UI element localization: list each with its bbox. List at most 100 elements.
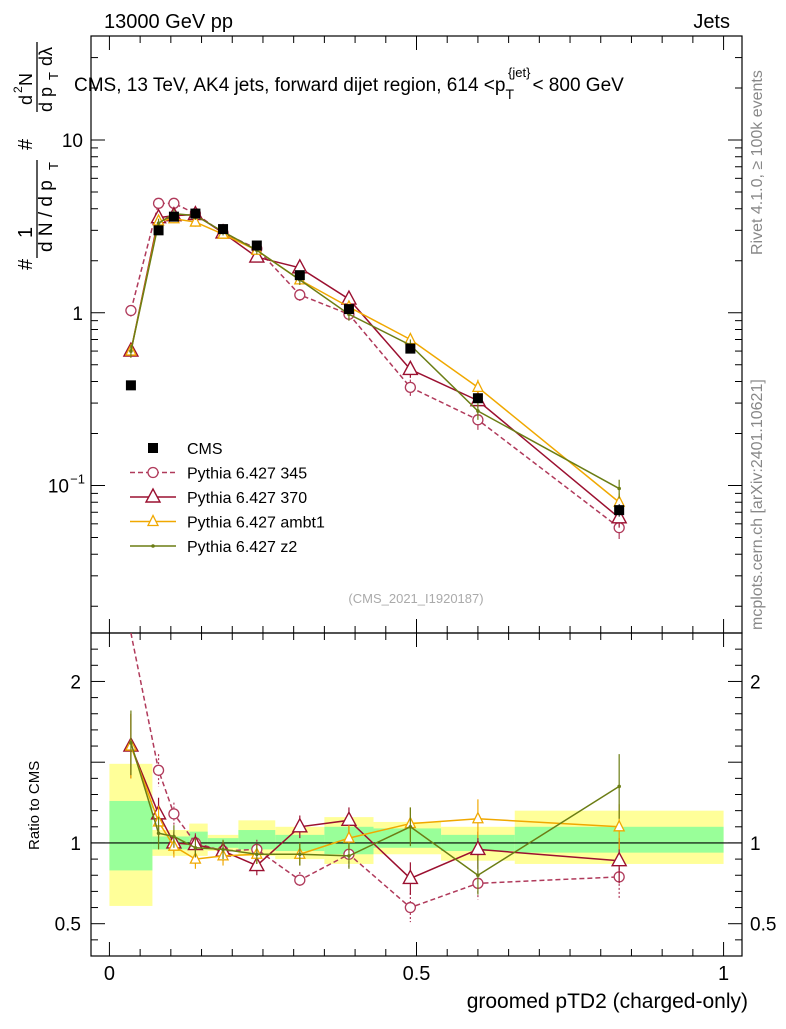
y-tick-label: 10 [48,476,69,497]
svg-text:d: d [16,95,36,105]
plot-title-superscript: {jet} [508,65,531,80]
ratio-point [402,869,419,885]
cms-data [125,208,625,517]
data-point [614,505,625,516]
legend-marker [148,443,158,453]
data-point [156,221,161,225]
ratio-point [347,854,351,858]
data-point [405,343,416,354]
ratio-y-tick-label: 2 [70,672,81,693]
ratio-point [476,873,480,878]
svg-text:1: 1 [15,227,37,238]
mcplots-label: mcplots.cern.ch [arXiv:2401.10621] [749,379,766,630]
header-collision-label: 13000 GeV pp [104,11,233,33]
header-category-label: Jets [693,11,730,33]
series-0-ratio [130,632,625,923]
plot-title-subscript: T [505,86,514,102]
x-axis-label: groomed pTD2 (charged-only) [467,990,748,1013]
data-point [476,409,480,413]
data-point [294,289,306,301]
ratio-point [342,830,355,843]
ratio-band-inner [373,828,442,848]
svg-text:d p: d p [36,87,56,112]
data-point [248,247,265,263]
ratio-y-tick-label-right: 0.5 [750,915,776,936]
legend: CMS Pythia 6.427 345 Pythia 6.427 370 Pythi… [130,441,325,556]
ratio-y-tick-label-right: 1 [750,834,761,855]
x-tick-label: 0.5 [403,963,431,985]
ratio-point [471,811,484,824]
data-point [152,197,165,209]
data-point [153,225,164,236]
ratio-y-axis-label: Ratio to CMS [26,761,43,850]
svg-text:N: N [16,73,36,86]
legend-label: Pythia 6.427 z2 [187,539,297,556]
x-tick-label: 0 [104,963,115,985]
ratio-y-tick-label-right: 2 [750,672,761,693]
plot-title: CMS, 13 TeV, AK4 jets, forward dijet reg… [74,65,624,102]
data-point [471,379,484,392]
ratio-point [156,831,161,836]
data-point [617,486,621,491]
legend-label: Pythia 6.427 345 [187,466,307,483]
legend-label: Pythia 6.427 370 [187,490,307,507]
legend-label: Pythia 6.427 ambt1 [187,515,325,532]
ratio-point [469,839,487,856]
ratio-point [248,856,265,872]
data-point [294,270,305,281]
ratio-point [255,852,259,857]
data-point [343,304,354,315]
rivet-version-label: Rivet 4.1.0, ≥ 100k events [749,70,766,255]
svg-text:d N / d p: d N / d p [36,180,57,252]
svg-text:T: T [46,162,61,170]
watermark: (CMS_2021_I1920187) [348,591,483,606]
ratio-point [610,851,628,867]
ratio-point [193,845,198,850]
series-line [130,218,620,503]
legend-marker [147,466,159,479]
y-tick-label: 10 [62,131,83,152]
data-point [402,359,419,376]
y-axis-label: # 1 d N / d p T # d 2 N d p T dλ [11,42,61,270]
data-point [125,304,137,317]
data-point [472,393,483,404]
ratio-y-tick-label: 0.5 [55,915,81,936]
ratio-frame [90,632,743,957]
svg-text:2: 2 [11,86,25,93]
ratio-point [298,852,302,857]
ratio-point [189,851,202,864]
ratio-panel: 0 0.5 1 2 2 1 1 0.5 0.5 [55,632,776,985]
legend-marker [151,544,155,548]
x-tick-label: 1 [718,963,729,985]
legend-marker [144,487,162,503]
plot-title-main: CMS, 13 TeV, AK4 jets, forward dijet reg… [74,75,505,96]
svg-text:T: T [46,72,61,80]
series-1-ratio [122,713,628,895]
series-0-main [125,197,625,540]
data-point [218,224,229,235]
svg-text:#: # [15,258,37,270]
ratio-point [613,819,626,832]
data-point [129,349,133,353]
plot-title-tail: < 800 GeV [532,75,624,96]
ratio-point [291,817,308,833]
data-point [251,240,262,251]
ratio-point [172,834,176,839]
data-point [404,381,417,393]
ratio-point [168,808,180,820]
data-point [190,208,201,219]
svg-text:#: # [15,138,37,150]
data-point [125,380,136,391]
ratio-point [221,847,225,852]
data-point [168,211,179,222]
series-ratio-line [130,632,620,909]
data-point [189,214,202,227]
ratio-point [617,784,621,789]
svg-text:dλ: dλ [36,47,56,66]
ratio-point [408,825,413,829]
legend-label: CMS [187,441,223,458]
ratio-point [152,764,165,776]
legend-marker [146,514,160,527]
